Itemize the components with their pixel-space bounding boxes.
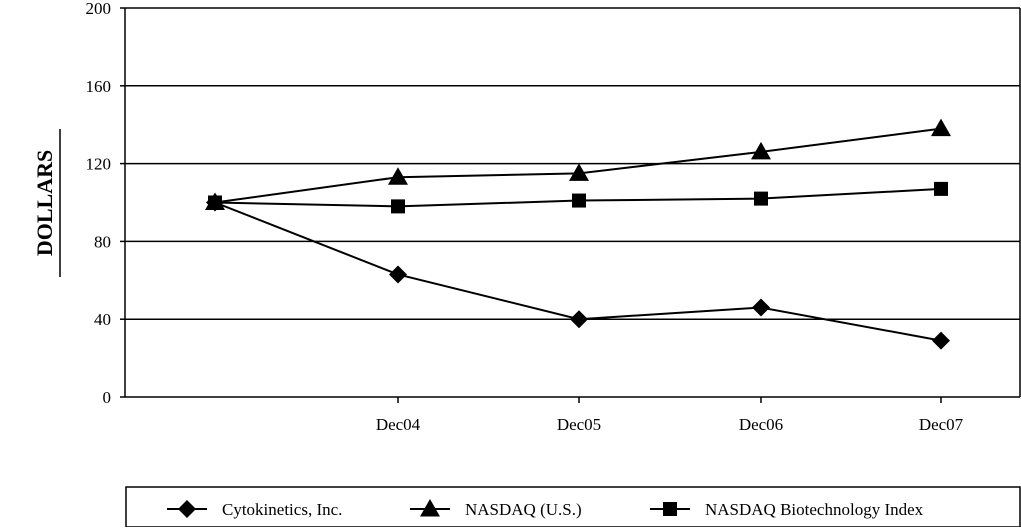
legend-item: NASDAQ Biotechnology Index bbox=[650, 500, 924, 519]
series-lines bbox=[205, 118, 951, 350]
y-tick-label: 160 bbox=[86, 77, 112, 96]
data-point-diamond bbox=[932, 331, 950, 350]
legend-item: NASDAQ (U.S.) bbox=[410, 499, 582, 519]
legend-label: NASDAQ Biotechnology Index bbox=[705, 500, 924, 519]
data-point-square bbox=[208, 195, 222, 210]
y-tick-label: 200 bbox=[86, 0, 112, 18]
x-tick-label: Dec05 bbox=[557, 415, 601, 434]
data-point-triangle bbox=[751, 141, 771, 160]
y-tick-label: 80 bbox=[94, 232, 111, 251]
x-tick-label: Dec06 bbox=[739, 415, 783, 434]
series-square bbox=[208, 181, 948, 214]
data-point-diamond bbox=[570, 310, 588, 329]
y-tick-label: 120 bbox=[86, 155, 112, 174]
data-point-square bbox=[391, 199, 405, 214]
y-tick-label: 40 bbox=[94, 310, 111, 329]
data-point-square bbox=[572, 193, 586, 208]
legend-marker-diamond bbox=[178, 500, 196, 518]
x-tick-labels: Dec04 Dec05 Dec06 Dec07 bbox=[376, 415, 964, 434]
legend-marker-square bbox=[663, 502, 677, 516]
legend-item: Cytokinetics, Inc. bbox=[167, 500, 342, 519]
legend-marker-triangle bbox=[420, 499, 440, 517]
data-point-diamond bbox=[389, 265, 407, 284]
legend-label: Cytokinetics, Inc. bbox=[222, 500, 342, 519]
data-point-square bbox=[934, 181, 948, 196]
data-point-triangle bbox=[388, 167, 408, 185]
series-diamond bbox=[206, 193, 950, 350]
data-point-square bbox=[754, 191, 768, 206]
y-tick-label: 0 bbox=[103, 388, 112, 407]
data-point-diamond bbox=[752, 298, 770, 317]
x-tick-label: Dec04 bbox=[376, 415, 421, 434]
data-point-triangle bbox=[569, 163, 589, 181]
legend-box bbox=[125, 486, 1021, 528]
legend: Cytokinetics, Inc. NASDAQ (U.S.) NASDAQ Bi… bbox=[125, 486, 1021, 528]
data-point-triangle bbox=[931, 118, 951, 137]
legend-label: NASDAQ (U.S.) bbox=[465, 500, 582, 519]
x-tick-label: Dec07 bbox=[919, 415, 964, 434]
y-tick-labels: 0 40 80 120 160 200 bbox=[86, 0, 112, 407]
gridlines bbox=[125, 7, 1020, 320]
axes bbox=[120, 7, 1021, 403]
y-axis-label: DOLLARS bbox=[32, 150, 57, 256]
y-axis-label-group: DOLLARS bbox=[32, 129, 61, 277]
